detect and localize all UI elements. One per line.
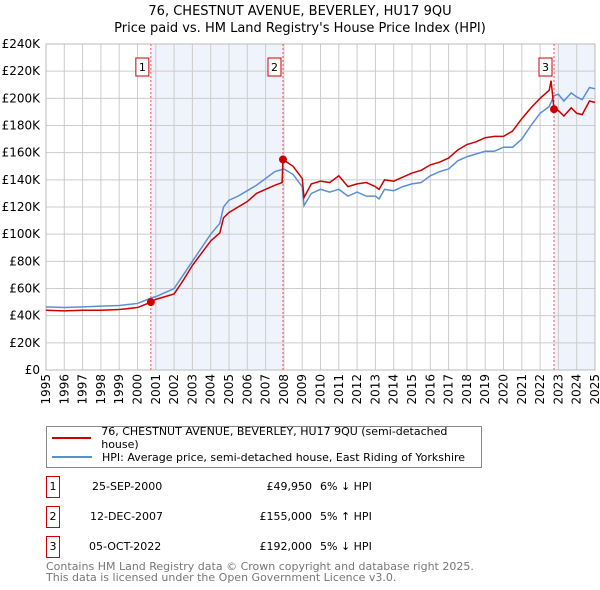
sale-date: 25-SEP-2000 xyxy=(92,480,163,493)
y-tick-label: £140K xyxy=(2,173,42,187)
footer-line: This data is licensed under the Open Gov… xyxy=(46,571,397,584)
y-tick-label: £60K xyxy=(9,282,41,296)
x-tick-label: 2014 xyxy=(387,374,401,405)
x-tick-label: 2025 xyxy=(588,374,600,405)
x-tick-label: 2013 xyxy=(368,374,382,405)
sale-hpi-diff: 6% ↓ HPI xyxy=(320,480,372,493)
x-tick-label: 2005 xyxy=(222,374,236,405)
y-tick-label: £240K xyxy=(2,37,42,51)
footer: Contains HM Land Registry data © Crown c… xyxy=(46,561,474,583)
x-tick-label: 2024 xyxy=(570,374,584,405)
x-tick-label: 1997 xyxy=(76,374,90,405)
sale-date: 05-OCT-2022 xyxy=(89,540,162,553)
x-tick-label: 2020 xyxy=(497,374,511,405)
x-tick-label: 2019 xyxy=(478,374,492,405)
legend-item-hpi: HPI: Average price, semi-detached house,… xyxy=(47,448,465,466)
sale-label-box xyxy=(135,57,150,77)
y-tick-label: £80K xyxy=(9,254,41,268)
x-tick-label: 1998 xyxy=(94,374,108,405)
sale-point xyxy=(278,155,287,164)
x-tick-label: 2022 xyxy=(533,374,547,405)
plot-border xyxy=(45,43,596,371)
x-tick-label: 2018 xyxy=(460,374,474,405)
sale-hpi-diff: 5% ↑ HPI xyxy=(320,510,372,523)
x-tick-label: 1996 xyxy=(57,374,71,405)
sale-label: 2 xyxy=(271,61,278,74)
sale-marker-badge: 2 xyxy=(46,506,60,528)
sale-label-box xyxy=(538,57,553,77)
x-tick-label: 2007 xyxy=(259,374,273,405)
x-tick-label: 2000 xyxy=(131,374,145,405)
y-tick-label: £180K xyxy=(2,119,42,133)
legend-label: 76, CHESTNUT AVENUE, BEVERLEY, HU17 9QU … xyxy=(101,425,448,451)
x-tick-label: 2016 xyxy=(423,374,437,405)
chart-subtitle: Price paid vs. HM Land Registry's House … xyxy=(114,21,486,36)
y-tick-label: £120K xyxy=(2,200,42,214)
x-tick-label: 2015 xyxy=(405,374,419,405)
x-tick-label: 2021 xyxy=(515,374,529,405)
sale-date: 12-DEC-2007 xyxy=(90,510,164,523)
x-tick-label: 1999 xyxy=(112,374,126,405)
sale-row: 1 25-SEP-2000 £49,950 6% ↓ HPI xyxy=(46,476,446,498)
x-tick-label: 2009 xyxy=(295,374,309,405)
sale-point xyxy=(550,105,559,114)
hpi-line xyxy=(45,86,596,309)
y-tick-label: £100K xyxy=(2,227,42,241)
x-tick-label: 2004 xyxy=(204,374,218,405)
y-tick-label: £20K xyxy=(9,336,41,350)
sale-price: £192,000 xyxy=(259,540,313,553)
sale-point xyxy=(146,298,155,307)
sale-hpi-diff: 5% ↓ HPI xyxy=(320,540,372,553)
sale-price: £155,000 xyxy=(259,510,313,523)
x-tick-label: 2001 xyxy=(149,374,163,405)
plot-area: £0 £20K £40K £60K £80K £100K £120K £140K £160K £1… xyxy=(2,37,600,405)
sale-marker-badge: 3 xyxy=(46,536,60,558)
price-paid-line xyxy=(45,80,596,312)
x-tick-label: 2010 xyxy=(314,374,328,405)
y-tick-label: £220K xyxy=(2,64,42,78)
sale-price: £49,950 xyxy=(266,480,313,493)
legend-label: HPI: Average price, semi-detached house,… xyxy=(102,450,466,464)
y-tick-label: £0 xyxy=(25,363,40,377)
sale-row: 3 05-OCT-2022 £192,000 5% ↓ HPI xyxy=(46,536,446,558)
legend-item-property: 76, CHESTNUT AVENUE, BEVERLEY, HU17 9QU … xyxy=(47,425,481,451)
x-tick-label: 2012 xyxy=(350,374,364,405)
legend-swatch xyxy=(52,437,92,439)
sale-label: 1 xyxy=(139,61,146,74)
x-tick-label: 2023 xyxy=(551,374,565,405)
y-tick-label: £40K xyxy=(9,309,41,323)
y-tick-label: £160K xyxy=(2,146,42,160)
y-tick-label: £200K xyxy=(2,91,42,105)
legend: 76, CHESTNUT AVENUE, BEVERLEY, HU17 9QU … xyxy=(46,425,482,468)
footer-line: Contains HM Land Registry data © Crown c… xyxy=(46,560,474,573)
x-tick-label: 2003 xyxy=(185,374,199,405)
x-tick-label: 1995 xyxy=(39,374,53,405)
sale-marker-badge: 1 xyxy=(46,476,60,498)
x-tick-label: 2008 xyxy=(277,374,291,405)
sale-label: 3 xyxy=(542,61,549,74)
legend-swatch xyxy=(52,456,92,458)
sale-row: 2 12-DEC-2007 £155,000 5% ↑ HPI xyxy=(46,506,446,528)
sale-label-box xyxy=(267,57,282,77)
x-tick-label: 2017 xyxy=(442,374,456,405)
chart-title: 76, CHESTNUT AVENUE, BEVERLEY, HU17 9QU xyxy=(148,4,452,19)
x-tick-label: 2002 xyxy=(167,374,181,405)
x-tick-label: 2011 xyxy=(332,374,346,405)
x-tick-label: 2006 xyxy=(240,374,254,405)
